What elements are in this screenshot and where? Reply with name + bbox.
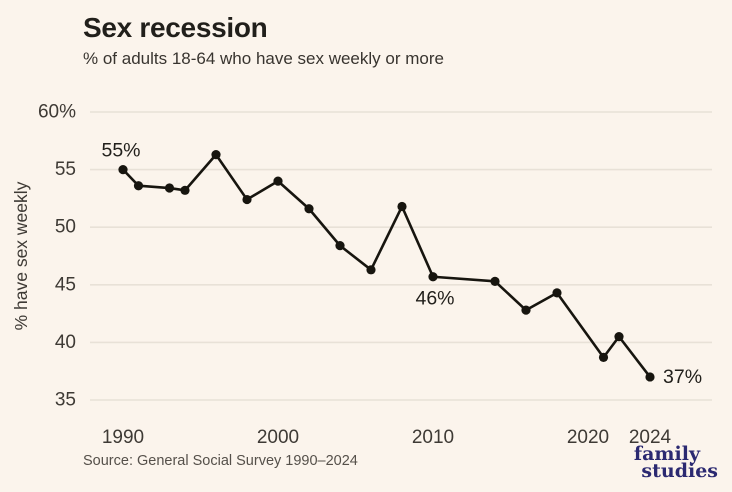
x-tick-label: 2020 [567, 427, 609, 448]
y-tick-label: 45 [55, 274, 76, 295]
y-axis-title: % have sex weekly [11, 181, 31, 330]
logo-line2: studies [641, 459, 718, 482]
value-annotation: 55% [101, 140, 140, 162]
data-point [645, 372, 655, 382]
data-point [133, 181, 144, 191]
data-point [598, 352, 609, 362]
data-point [211, 150, 221, 160]
data-point [614, 332, 624, 342]
x-tick-label: 2000 [257, 427, 299, 448]
data-point [242, 194, 252, 205]
data-point [397, 201, 407, 212]
y-tick-label: 35 [55, 390, 76, 411]
y-tick-label: 40 [55, 332, 76, 353]
data-point [164, 183, 175, 193]
chart-title: Sex recession [83, 12, 268, 43]
data-point [366, 265, 376, 275]
data-point [335, 241, 345, 251]
chart-subtitle: % of adults 18-64 who have sex weekly or… [83, 49, 444, 69]
y-tick-label: 50 [55, 217, 76, 238]
x-tick-label: 1990 [102, 427, 144, 448]
source-note: Source: General Social Survey 1990–2024 [83, 453, 358, 469]
data-point [273, 176, 283, 186]
x-tick-label: 2024 [629, 427, 672, 448]
data-point [490, 276, 500, 286]
chart-header: Sex recession % of adults 18-64 who have… [83, 12, 444, 70]
value-annotation: 46% [415, 287, 454, 309]
family-studies-logo: family studies [633, 443, 718, 482]
data-point [180, 185, 190, 195]
logo-line1: family [633, 443, 700, 465]
y-tick-label: 55 [55, 159, 76, 180]
trend-line [121, 153, 652, 379]
data-point [521, 305, 531, 315]
x-tick-label: 2010 [412, 427, 454, 448]
data-point [118, 165, 128, 175]
data-point [428, 272, 438, 282]
y-tick-label: 60% [38, 102, 76, 123]
data-point [304, 204, 314, 214]
data-point [552, 288, 562, 298]
value-annotation: 37% [663, 366, 702, 388]
